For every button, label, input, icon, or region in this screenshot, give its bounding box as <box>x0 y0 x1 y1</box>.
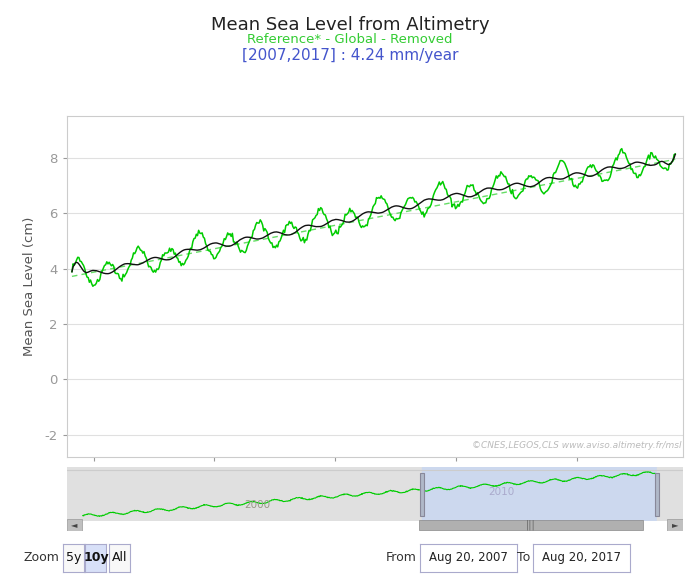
FancyBboxPatch shape <box>667 519 682 531</box>
Bar <box>657 467 682 521</box>
FancyBboxPatch shape <box>419 473 424 516</box>
Text: Aug 20, 2007: Aug 20, 2007 <box>429 551 507 564</box>
Text: From: From <box>386 551 416 564</box>
Text: 5y: 5y <box>66 551 81 564</box>
FancyBboxPatch shape <box>419 520 643 530</box>
FancyBboxPatch shape <box>654 473 659 516</box>
Y-axis label: Mean Sea Level (cm): Mean Sea Level (cm) <box>23 217 36 356</box>
Text: ©CNES,LEGOS,CLS www.aviso.altimetry.fr/msl: ©CNES,LEGOS,CLS www.aviso.altimetry.fr/m… <box>472 441 681 450</box>
Text: Mean Sea Level from Altimetry: Mean Sea Level from Altimetry <box>211 16 489 34</box>
Text: All: All <box>112 551 127 564</box>
FancyBboxPatch shape <box>66 519 82 531</box>
Text: Reference* - Global - Removed: Reference* - Global - Removed <box>247 33 453 45</box>
Text: To: To <box>517 551 530 564</box>
Text: Aug 20, 2017: Aug 20, 2017 <box>542 551 621 564</box>
Bar <box>66 467 421 521</box>
Text: 2000: 2000 <box>244 501 270 510</box>
Text: 10y: 10y <box>83 551 108 564</box>
Text: [2007,2017] : 4.24 mm/year: [2007,2017] : 4.24 mm/year <box>241 48 458 63</box>
Text: |||: ||| <box>526 520 536 530</box>
Text: ►: ► <box>671 520 678 530</box>
Text: ◄: ◄ <box>71 520 78 530</box>
Text: Zoom: Zoom <box>24 551 60 564</box>
Bar <box>421 467 657 521</box>
Text: 2010: 2010 <box>488 487 514 497</box>
